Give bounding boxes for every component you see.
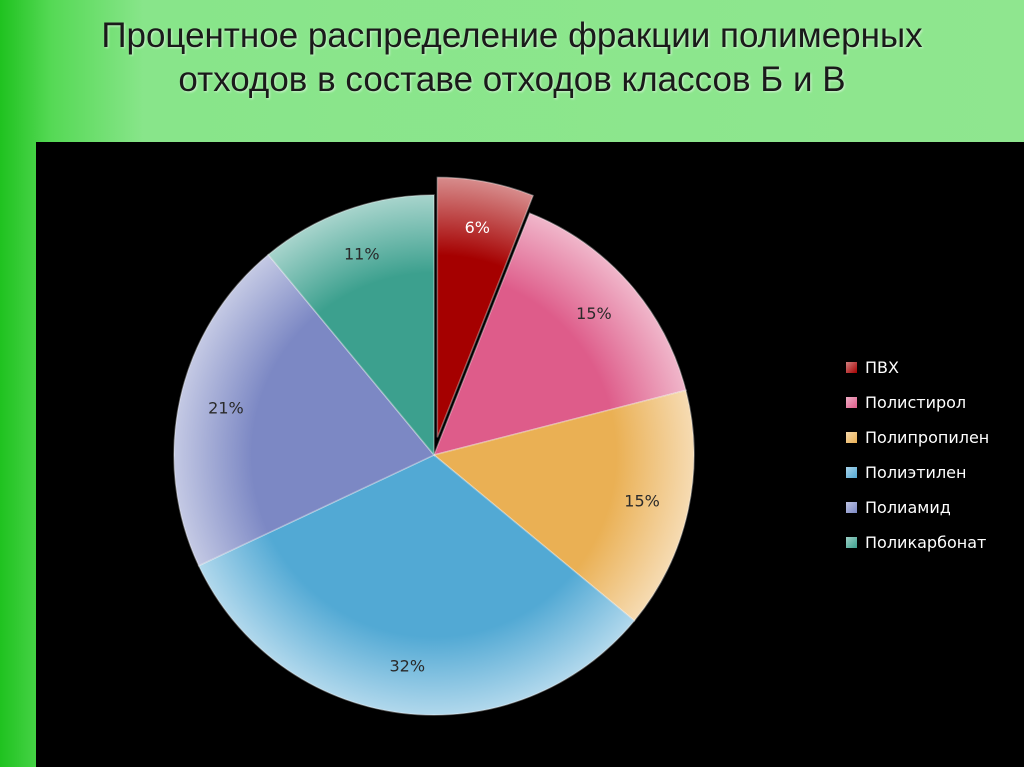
pie-slice-6 xyxy=(267,194,435,458)
legend-swatch-2 xyxy=(846,397,857,408)
legend-label-3: Полипропилен xyxy=(865,428,990,447)
legend-label-1: ПВХ xyxy=(865,358,899,377)
legend-swatch-5 xyxy=(846,502,857,513)
data-label-4: 32% xyxy=(389,657,425,676)
legend-swatch-6 xyxy=(846,537,857,548)
page-title: Процентное распределение фракции полимер… xyxy=(0,14,1024,102)
legend-label-2: Полистирол xyxy=(865,393,967,412)
legend-swatch-3 xyxy=(846,432,857,443)
title-line-2: отходов в составе отходов классов Б и В xyxy=(178,60,846,99)
legend-item-6: Поликарбонат xyxy=(846,525,989,560)
pie-slice-2 xyxy=(432,212,687,457)
legend-item-2: Полистирол xyxy=(846,385,989,420)
pie-slice-1 xyxy=(436,176,535,438)
pie-slice-3 xyxy=(432,389,695,622)
legend-label-4: Полиэтилен xyxy=(865,463,967,482)
legend-item-4: Полиэтилен xyxy=(846,455,989,490)
legend-swatch-1 xyxy=(846,362,857,373)
legend-item-3: Полипропилен xyxy=(846,420,989,455)
legend-item-5: Полиамид xyxy=(846,490,989,525)
data-label-1: 6% xyxy=(465,218,490,237)
pie-slice-4 xyxy=(197,454,636,716)
legend-item-1: ПВХ xyxy=(846,350,989,385)
pie-slice-5 xyxy=(173,253,436,567)
data-label-2: 15% xyxy=(576,304,612,323)
legend-label-5: Полиамид xyxy=(865,498,951,517)
title-line-1: Процентное распределение фракции полимер… xyxy=(101,16,923,55)
chart-legend: ПВХ Полистирол Полипропилен Полиэтилен Полиа… xyxy=(846,350,989,560)
legend-label-6: Поликарбонат xyxy=(865,533,987,552)
data-label-3: 15% xyxy=(624,492,660,511)
legend-swatch-4 xyxy=(846,467,857,478)
data-label-5: 21% xyxy=(208,398,244,417)
data-label-6: 11% xyxy=(344,244,380,263)
